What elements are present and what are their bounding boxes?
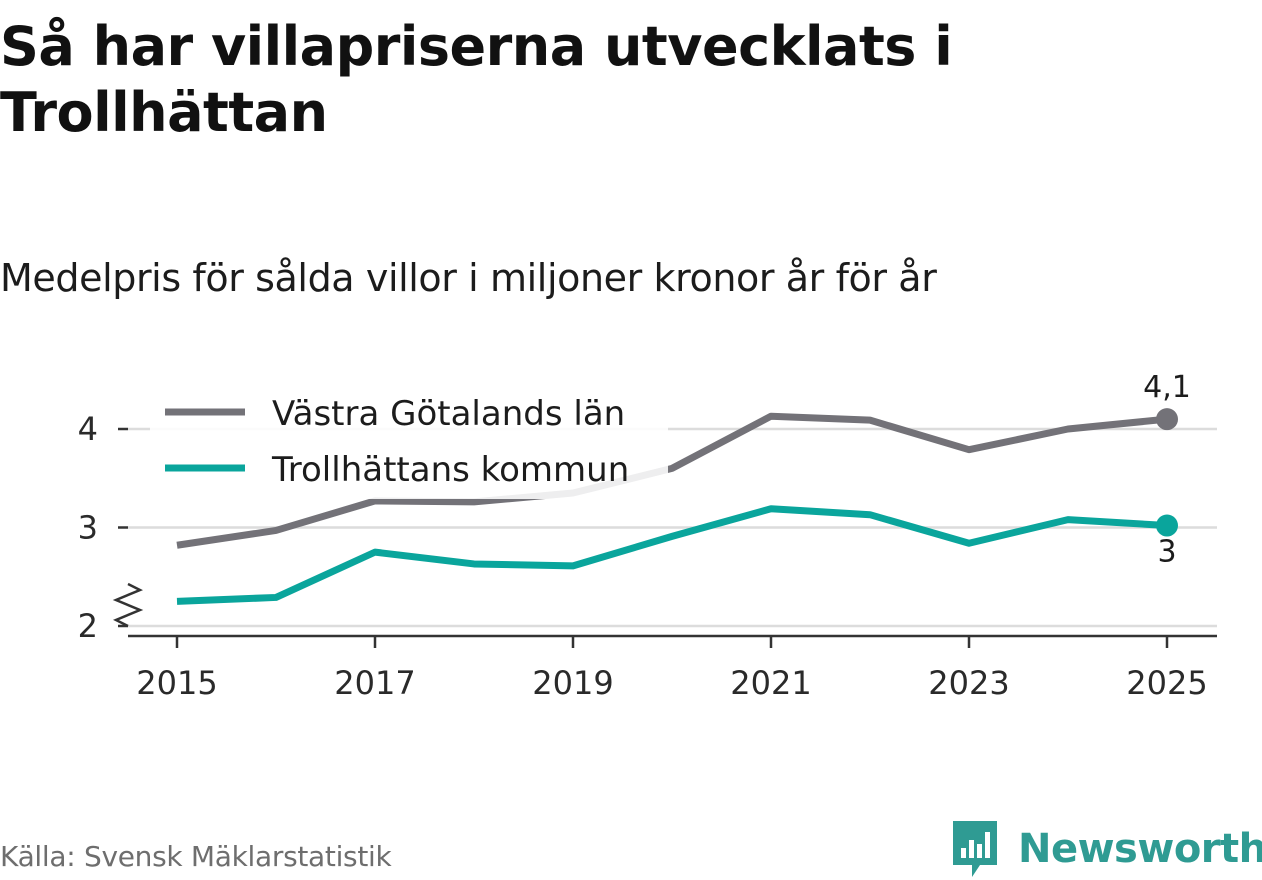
- legend: Västra Götalands län Trollhättans kommun: [165, 394, 629, 490]
- series-line-th: [176, 505, 1168, 605]
- legend-backdrop: [150, 387, 668, 499]
- newsworthy-logo-icon: [953, 821, 997, 877]
- y-tick-label: 2: [78, 607, 98, 645]
- y-tick-label: 4: [78, 410, 98, 448]
- end-point-th: [1156, 514, 1178, 537]
- legend-label-th: Trollhättans kommun: [271, 450, 629, 490]
- x-tick-label: 2017: [334, 664, 415, 702]
- line-chart: 2 3 4 2015 2017 2019 2021 2023 2025 Västra Göta…: [78, 370, 1217, 702]
- end-point-vg: [1156, 408, 1178, 431]
- end-label-th: 3: [1157, 535, 1176, 570]
- x-tick-label: 2015: [136, 664, 217, 702]
- chart-title: Så har villapriserna utvecklats i Trollh…: [0, 15, 953, 144]
- y-axis: 2 3 4: [78, 410, 128, 645]
- legend-label-vg: Västra Götalands län: [272, 394, 625, 434]
- x-tick-label: 2023: [928, 664, 1009, 702]
- x-tick-label: 2021: [730, 664, 811, 702]
- brand-logo: Newsworthy: [950, 818, 1262, 880]
- x-tick-label: 2019: [532, 664, 613, 702]
- x-tick-label: 2025: [1126, 664, 1207, 702]
- axis-break-icon: [112, 582, 144, 628]
- y-tick-label: 3: [78, 509, 98, 547]
- series-line-vg: [176, 412, 1168, 549]
- x-axis: 2015 2017 2019 2021 2023 2025: [128, 634, 1217, 702]
- end-labels: 4,13: [1143, 370, 1191, 569]
- chart-subtitle: Medelpris för sålda villor i miljoner kr…: [0, 256, 937, 300]
- series-lines: [176, 408, 1178, 605]
- source-note: Källa: Svensk Mäklarstatistik: [0, 840, 392, 873]
- end-label-vg: 4,1: [1143, 370, 1191, 405]
- brand-name: Newsworthy: [1018, 826, 1262, 872]
